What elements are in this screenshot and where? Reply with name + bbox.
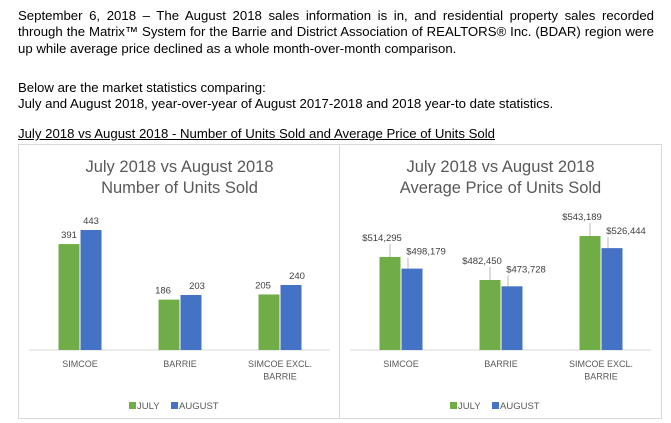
data-label-august-2: $526,444	[606, 226, 646, 237]
category-label-0: SIMCOE	[62, 359, 98, 369]
legend-label-july: JULY	[137, 401, 160, 412]
data-label-july-0: $514,295	[362, 233, 402, 244]
category-label-2: SIMCOE EXCL.	[248, 359, 312, 369]
bar-july-2	[258, 294, 280, 350]
bar-august-2	[280, 284, 302, 350]
category-label-0: SIMCOE	[383, 359, 419, 369]
units-sold-chart-svg: July 2018 vs August 2018 Number of Units …	[29, 158, 330, 412]
legend-swatch-july	[450, 402, 457, 409]
bar-august-1	[501, 286, 523, 350]
chart-title-line-2: Average Price of Units Sold	[400, 179, 601, 197]
legend-swatch-july	[129, 402, 136, 409]
bar-august-0	[80, 230, 102, 350]
category-label-1: BARRIE	[484, 359, 518, 369]
intro-lines: Below are the market statistics comparin…	[18, 80, 658, 113]
bar-august-1	[180, 295, 202, 350]
category-label-2: BARRIE	[584, 372, 618, 382]
bar-august-0	[401, 268, 423, 350]
data-label-july-1: 186	[155, 286, 171, 297]
legend-swatch-august	[171, 402, 178, 409]
data-label-july-2: $543,189	[562, 212, 602, 223]
bar-july-1	[158, 299, 180, 350]
intro-line-1: Below are the market statistics comparin…	[18, 80, 266, 95]
average-price-chart-svg: July 2018 vs August 2018 Average Price of…	[350, 158, 651, 412]
data-label-july-2: 205	[255, 280, 271, 291]
chart-title-line-1: July 2018 vs August 2018	[85, 158, 273, 176]
data-label-july-0: 391	[61, 230, 77, 241]
section-title: July 2018 vs August 2018 - Number of Uni…	[18, 126, 495, 141]
category-label-1: BARRIE	[163, 359, 197, 369]
data-label-august-2: 240	[289, 271, 305, 282]
data-label-august-1: $473,728	[506, 264, 546, 275]
bar-july-2	[579, 236, 601, 350]
bar-july-0	[379, 256, 401, 350]
units-sold-chart: July 2018 vs August 2018 Number of Units …	[18, 144, 341, 419]
data-label-july-1: $482,450	[462, 256, 502, 267]
legend-label-august: AUGUST	[179, 401, 219, 412]
bar-august-2	[601, 248, 623, 350]
chart-title-line-1: July 2018 vs August 2018	[406, 158, 594, 176]
bar-july-0	[58, 244, 80, 350]
average-price-chart: July 2018 vs August 2018 Average Price of…	[339, 144, 662, 419]
intro-line-2: July and August 2018, year-over-year of …	[18, 96, 554, 112]
category-label-2: SIMCOE EXCL.	[569, 359, 633, 369]
legend-swatch-august	[492, 402, 499, 409]
data-label-august-0: $498,179	[406, 247, 446, 258]
legend-label-july: JULY	[458, 401, 481, 412]
category-label-2: BARRIE	[263, 372, 297, 382]
bar-july-1	[479, 280, 501, 350]
chart-title-line-2: Number of Units Sold	[101, 179, 258, 197]
legend-label-august: AUGUST	[500, 401, 540, 412]
intro-paragraph: September 6, 2018 – The August 2018 sale…	[18, 8, 654, 56]
data-label-august-0: 443	[83, 216, 99, 227]
data-label-august-1: 203	[189, 281, 205, 292]
